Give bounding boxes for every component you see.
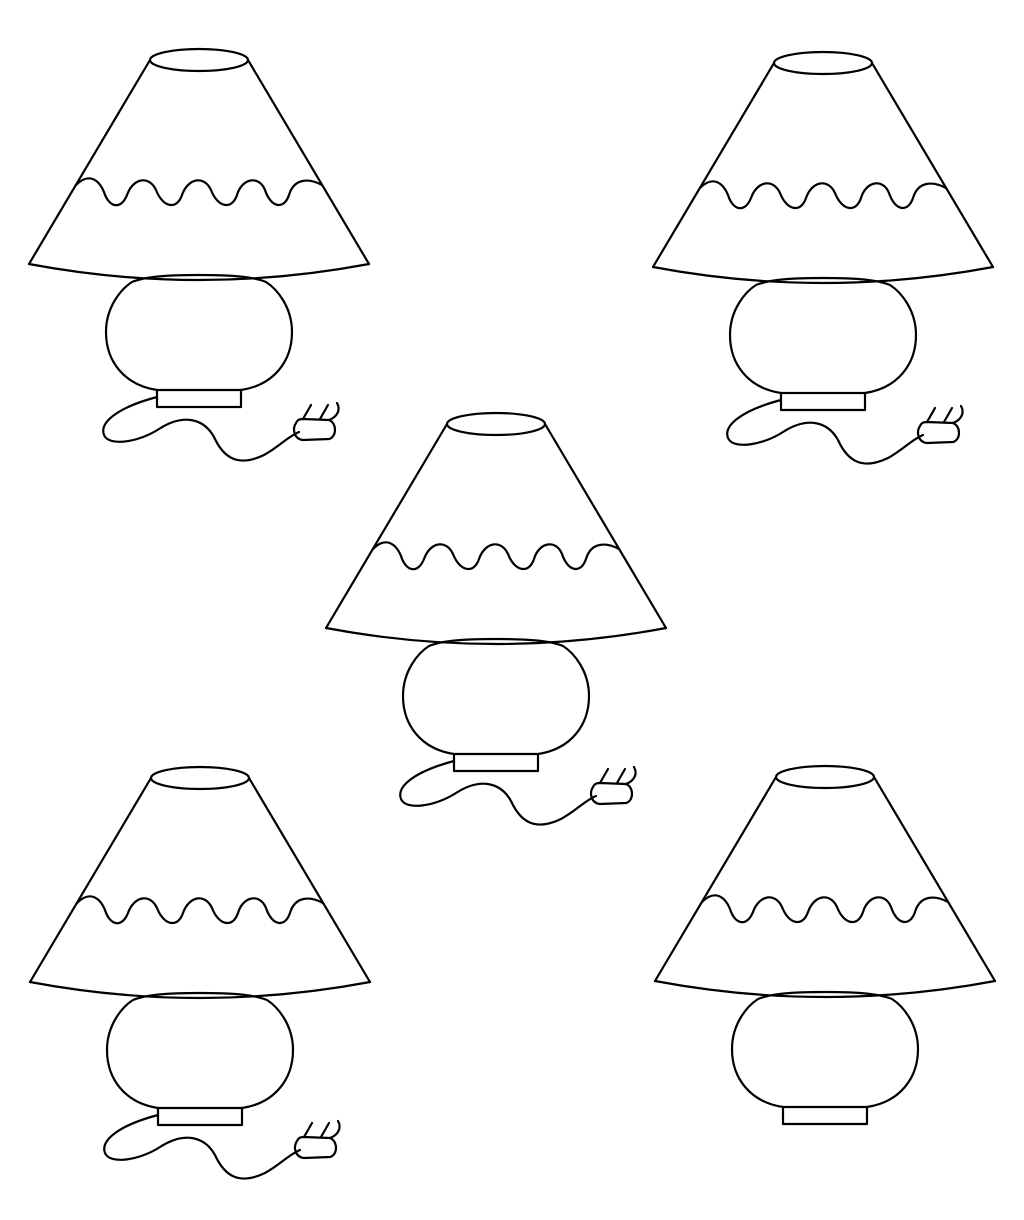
lamp-shade [28, 765, 372, 1000]
lamp-top-left [27, 47, 371, 462]
lamp-shade [651, 50, 995, 285]
lamp-shade [653, 764, 997, 999]
lamp-bottom-right [653, 764, 997, 1126]
lamp-base [728, 276, 918, 412]
lamp-bottom-left [28, 765, 372, 1180]
lamp-top-right [651, 50, 995, 465]
lamp-shade [324, 411, 668, 646]
lamp-base [401, 637, 591, 773]
lamp-base [730, 990, 920, 1126]
lamp-shade [27, 47, 371, 282]
lamp-base [104, 273, 294, 409]
lamp-base [105, 991, 295, 1127]
lamp-center [324, 411, 668, 826]
